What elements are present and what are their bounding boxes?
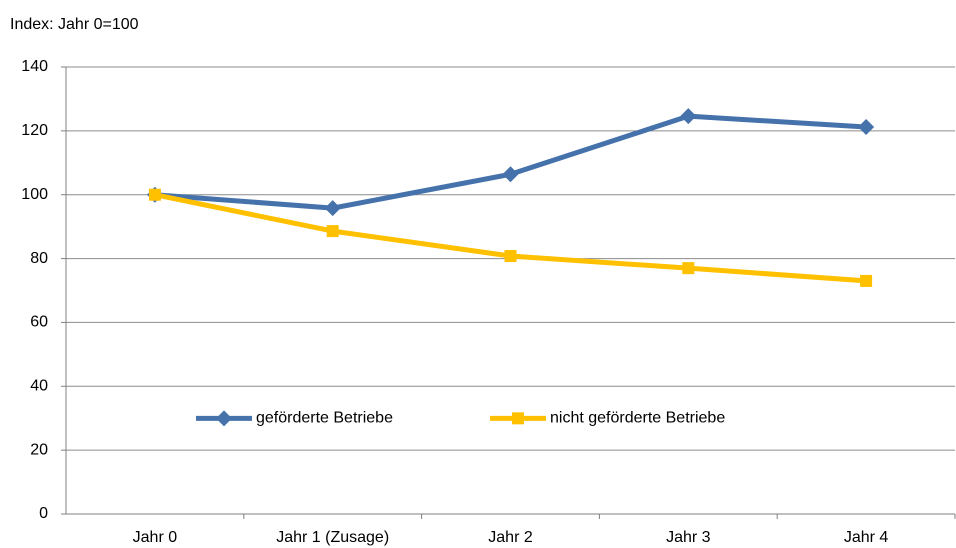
data-point [502, 166, 519, 183]
y-tick-label: 20 [30, 441, 48, 458]
x-tick-label: Jahr 3 [666, 529, 711, 546]
data-point [680, 108, 697, 125]
data-point [858, 119, 875, 136]
data-point [148, 188, 161, 201]
y-tick-label: 120 [21, 122, 48, 139]
data-point [326, 225, 339, 238]
x-tick-label: Jahr 2 [488, 529, 533, 546]
y-axis-label: Index: Jahr 0=100 [10, 16, 139, 33]
y-tick-label: 0 [39, 505, 48, 522]
x-tick-label: Jahr 1 (Zusage) [276, 529, 389, 546]
series-line [154, 192, 867, 284]
data-point [682, 262, 695, 275]
y-tick-label: 40 [30, 378, 48, 395]
legend-label: geförderte Betriebe [256, 410, 393, 427]
legend-marker [216, 410, 232, 427]
x-tick-label: Jahr 0 [133, 529, 178, 546]
y-tick-label: 140 [21, 58, 48, 75]
y-tick-label: 100 [21, 186, 48, 203]
legend-marker [512, 412, 524, 425]
y-tick-label: 80 [30, 250, 48, 267]
data-point [504, 250, 517, 263]
y-tick-label: 60 [30, 314, 48, 331]
x-tick-label: Jahr 4 [844, 529, 889, 546]
legend-label: nicht geförderte Betriebe [550, 410, 725, 427]
data-point [324, 200, 341, 217]
data-point [860, 274, 873, 287]
